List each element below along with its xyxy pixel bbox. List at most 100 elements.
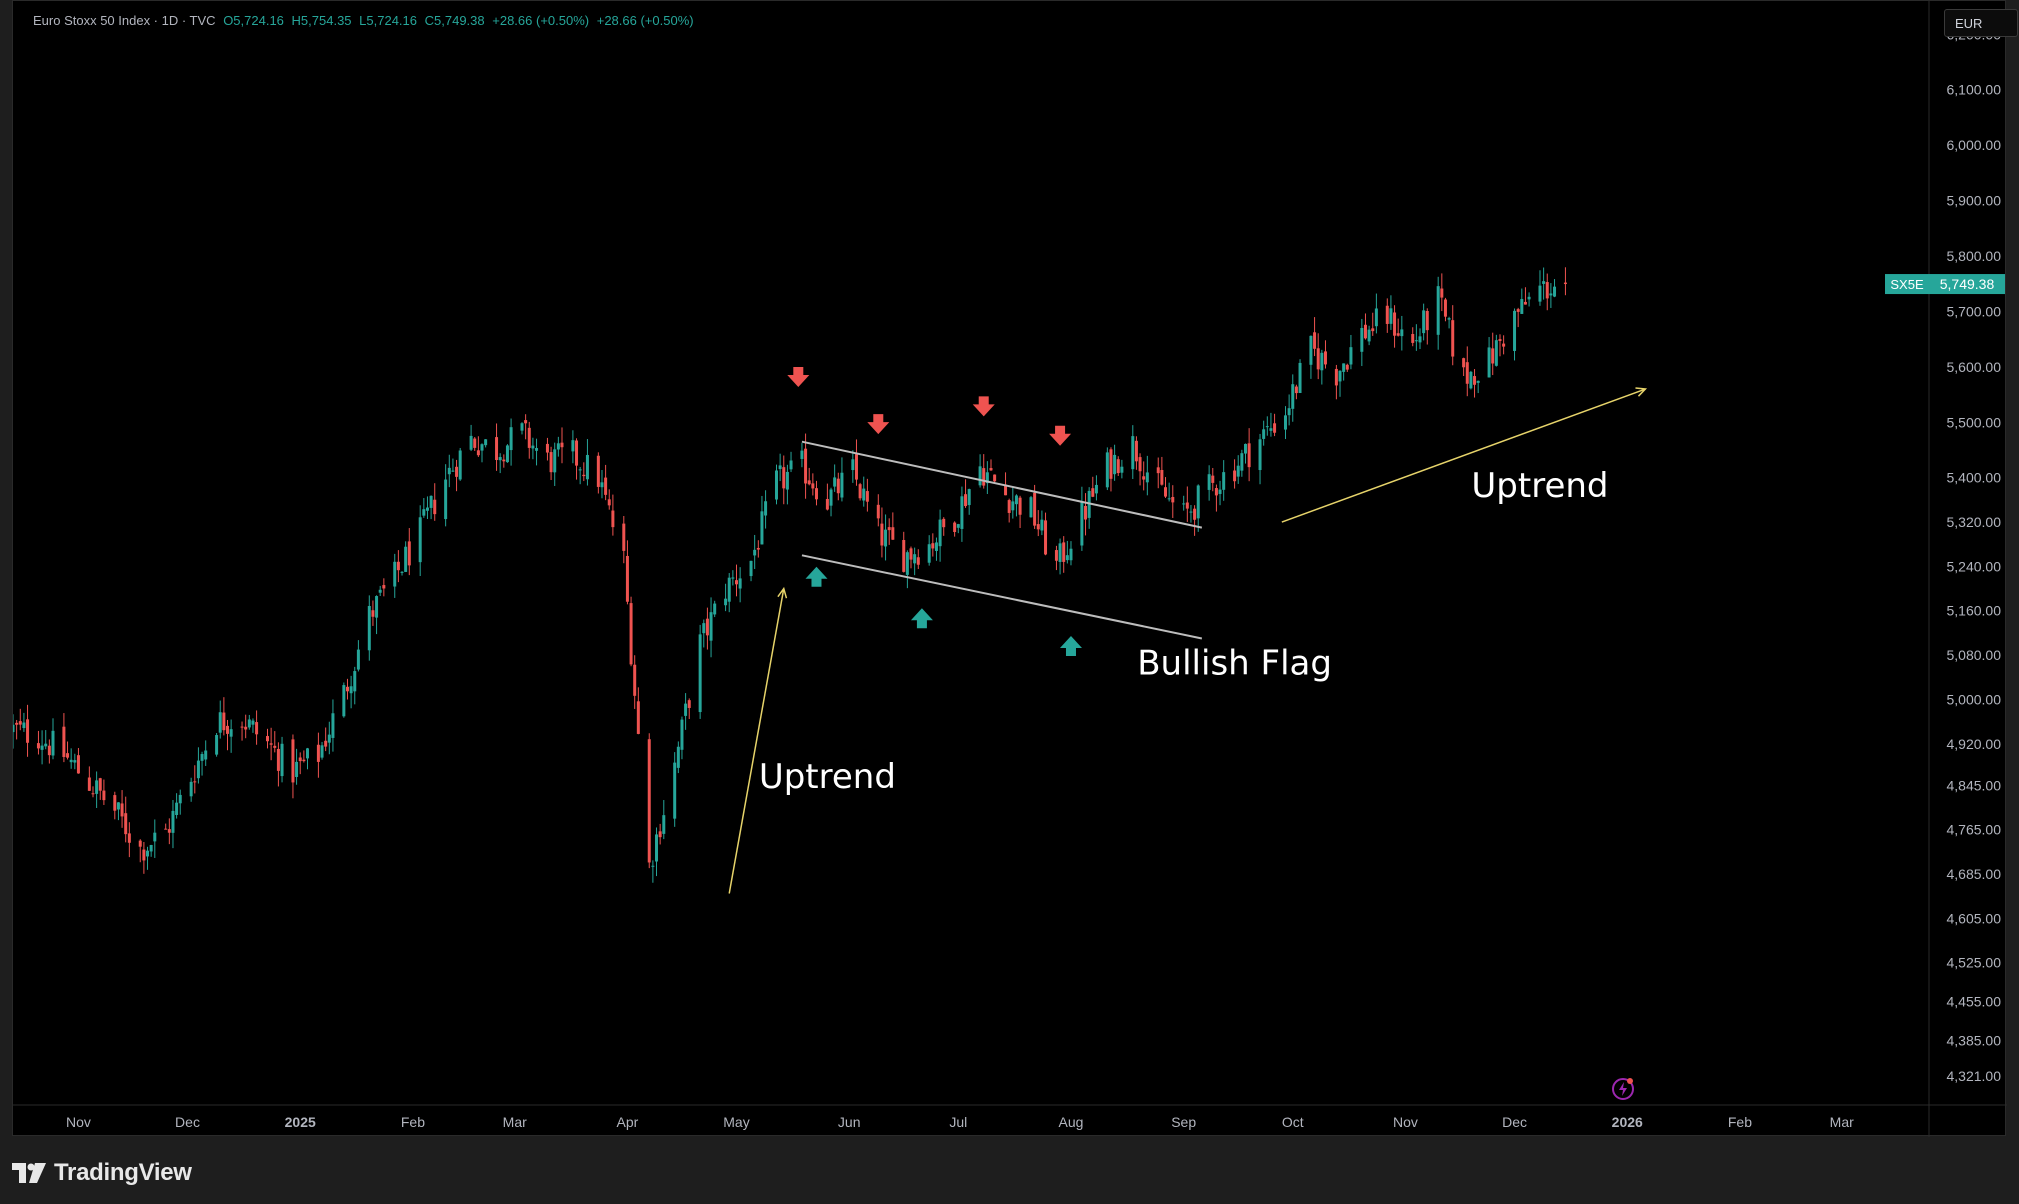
price-tick-label: 5,320.00 <box>1947 514 2002 530</box>
candle-body <box>1342 363 1346 372</box>
candle-body <box>527 427 531 448</box>
candle-body <box>193 781 197 783</box>
candle-body <box>604 477 608 495</box>
candle-body <box>36 743 40 749</box>
time-tick-label: Apr <box>617 1114 639 1130</box>
lightning-icon[interactable] <box>1611 1077 1635 1101</box>
candle-body <box>324 740 328 747</box>
time-tick-label: 2026 <box>1612 1114 1643 1130</box>
candle-body <box>422 509 426 516</box>
candle-body <box>393 561 397 587</box>
time-tick-label: Jul <box>949 1114 967 1130</box>
chart-annotation-text: Uptrend <box>759 757 896 797</box>
candle-body <box>756 547 760 550</box>
candle-body <box>913 554 917 564</box>
candle-body <box>247 719 251 728</box>
candle-body <box>1414 340 1418 342</box>
candle-body <box>1007 500 1011 513</box>
candle-body <box>738 578 742 589</box>
sell-arrow-marker <box>867 414 890 435</box>
candle-body <box>705 618 709 636</box>
candle-body <box>956 524 960 528</box>
candle-body <box>124 813 128 835</box>
candle-body <box>302 759 306 762</box>
candle-body <box>66 753 70 758</box>
candle-body <box>764 501 768 516</box>
candle-body <box>909 548 913 560</box>
candle-body <box>1360 327 1364 352</box>
price-tick-label: 5,700.00 <box>1947 303 2002 319</box>
price-tick-label: 5,000.00 <box>1947 691 2002 707</box>
candle-body <box>178 794 182 804</box>
flag-channel-line <box>801 554 1203 640</box>
candle-body <box>127 833 131 843</box>
candle-body <box>760 511 764 545</box>
last-price-label: 5,749.38 <box>1940 276 1995 292</box>
candle-body <box>535 448 539 451</box>
candle-body <box>116 802 120 810</box>
candle-body <box>1320 352 1324 371</box>
candle-body <box>265 736 269 742</box>
candle-body <box>1062 542 1066 562</box>
time-tick-label: Dec <box>175 1114 200 1130</box>
candle-body <box>1182 503 1186 505</box>
candle-body <box>655 834 659 862</box>
candle-body <box>989 468 993 471</box>
candle-body <box>1156 467 1160 474</box>
price-tick-label: 4,685.00 <box>1947 866 2002 882</box>
candle-body <box>524 420 528 424</box>
candle-body <box>993 474 997 482</box>
candle-body <box>1411 334 1415 343</box>
candle-body <box>982 468 986 486</box>
candle-body <box>505 445 509 463</box>
candle-body <box>1167 498 1171 500</box>
candle-body <box>425 507 429 511</box>
candle-body <box>1091 488 1095 497</box>
candle-body <box>1236 465 1240 477</box>
candle-body <box>451 470 455 472</box>
candle-body <box>251 720 255 725</box>
candle-body <box>1349 347 1353 365</box>
candle-body <box>1469 371 1473 389</box>
candle-body <box>1494 340 1498 366</box>
candle-body <box>1145 472 1149 483</box>
candle-body <box>455 466 459 477</box>
candle-body <box>687 700 691 708</box>
price-chart[interactable]: 6,200.006,100.006,000.005,900.005,800.00… <box>13 1 2007 1137</box>
candle-body <box>226 725 230 734</box>
candle-body <box>102 790 106 801</box>
close-value: C5,749.38 <box>424 13 485 28</box>
candle-body <box>146 850 150 857</box>
candle-body <box>1094 484 1098 494</box>
candle-body <box>858 484 862 499</box>
candle-body <box>1309 335 1313 365</box>
symbol-title[interactable]: Euro Stoxx 50 Index · 1D · TVC <box>33 13 216 28</box>
currency-button[interactable]: EUR <box>1944 9 2018 37</box>
candle-body <box>1120 466 1124 473</box>
candle-body <box>1247 443 1251 468</box>
candle-body <box>680 719 684 750</box>
candle-body <box>378 589 382 593</box>
candle-body <box>1323 351 1327 365</box>
candle-body <box>473 438 477 448</box>
candle-body <box>676 746 680 768</box>
chart-panel[interactable]: 6,200.006,100.006,000.005,900.005,800.00… <box>12 0 2018 1137</box>
candle-body <box>1044 520 1048 555</box>
candle-body <box>1367 329 1371 342</box>
candle-body <box>396 561 400 571</box>
candle-body <box>1298 362 1302 394</box>
candle-body <box>375 596 379 618</box>
candle-body <box>825 498 829 510</box>
candle-body <box>1193 508 1197 520</box>
candle-body <box>222 712 226 731</box>
candle-body <box>1033 492 1037 526</box>
candle-body <box>204 750 208 760</box>
candle-body <box>600 482 604 488</box>
candle-body <box>891 527 895 540</box>
candle-body <box>26 719 30 743</box>
candle-body <box>171 810 175 833</box>
tradingview-logo[interactable]: TradingView <box>12 1158 192 1188</box>
candle-body <box>200 754 204 761</box>
candle-body <box>280 743 284 777</box>
candle-body <box>985 472 989 484</box>
